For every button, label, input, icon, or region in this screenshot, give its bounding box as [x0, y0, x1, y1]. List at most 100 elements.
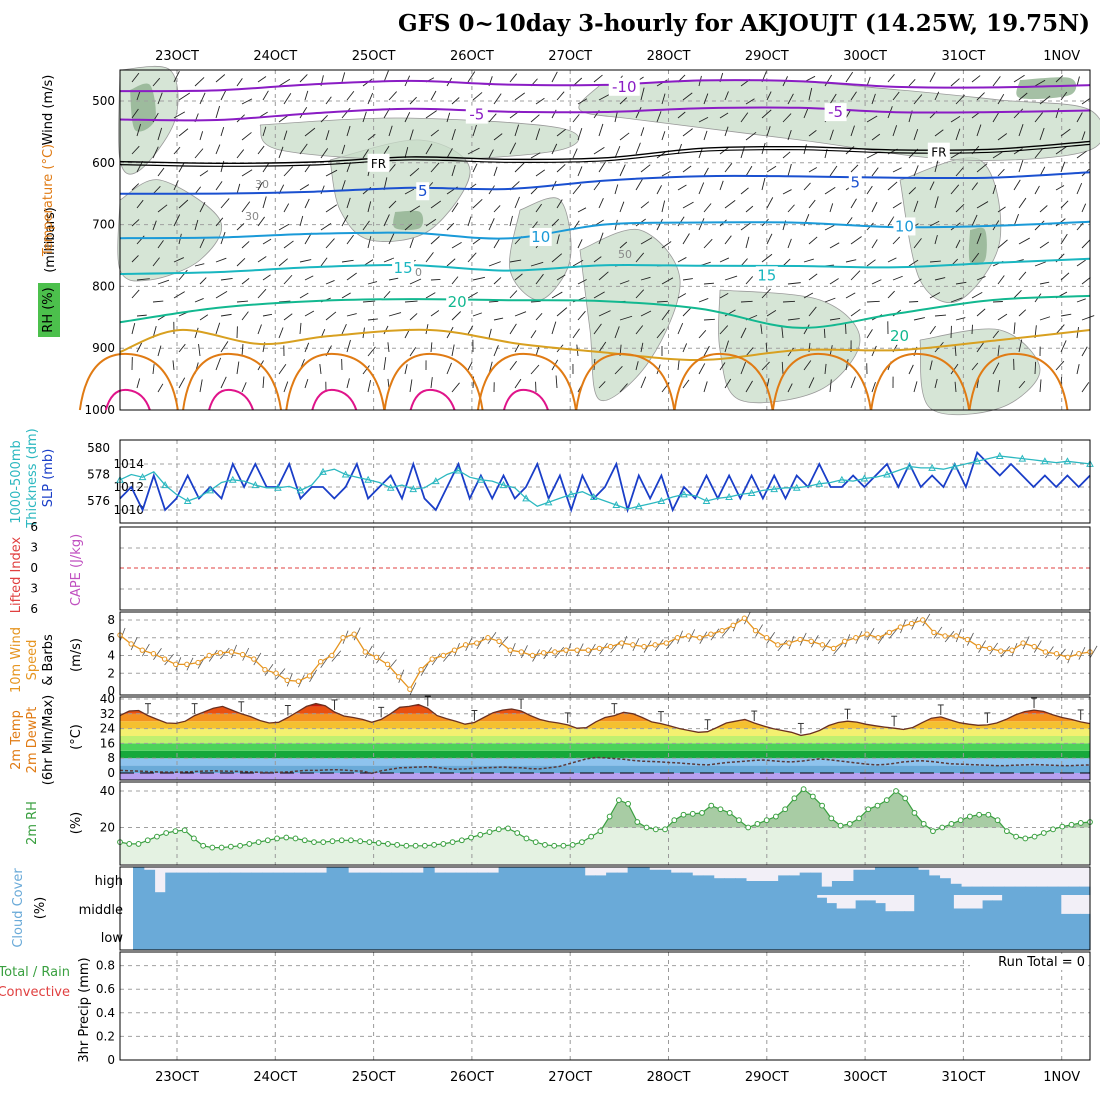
wind-barb [808, 273, 818, 281]
wind-barb [677, 184, 687, 191]
wind-barb [824, 74, 833, 87]
wind-barb [1060, 272, 1070, 281]
wind-barb [299, 143, 308, 155]
cloud-cell-high [412, 872, 424, 895]
cloud-cell-high [1068, 886, 1080, 895]
wind-barb [635, 325, 644, 335]
wind-barb [136, 278, 150, 281]
wind-barb [362, 111, 367, 123]
contour-label: 15 [757, 266, 776, 284]
wind-barb [656, 218, 663, 231]
wind-barb [320, 257, 328, 267]
rh-marker [754, 820, 761, 827]
wind-barb [262, 274, 271, 281]
rh-tick-label: 40 [100, 784, 115, 798]
rh-marker [375, 840, 382, 846]
rh-marker [708, 802, 715, 809]
wind-barb [934, 234, 938, 245]
li-cape-panel: 6 3 0 3 6 Lifted Index CAPE (J/kg) [9, 520, 1091, 616]
rh-marker [976, 811, 983, 818]
cloud-cell-low [839, 922, 852, 950]
wind-barb [1060, 313, 1072, 317]
wind-barb [955, 128, 961, 141]
wind-barb [346, 197, 351, 209]
temp-band [120, 773, 1090, 781]
rh-marker [431, 841, 437, 848]
rh-marker [394, 841, 401, 848]
date-label-bottom: 1NOV [1043, 1070, 1080, 1085]
temp-band [120, 706, 1090, 714]
wind-barb [593, 181, 601, 191]
isotherm-FR-2 [119, 143, 1091, 167]
wind-barb [199, 131, 204, 141]
cloud-cell-low [937, 922, 950, 950]
wind-barb [304, 90, 309, 101]
wind-barb [387, 342, 390, 353]
wind-barb [530, 152, 541, 159]
cloud-cell-low [546, 922, 558, 950]
wind-barb [577, 310, 586, 321]
isotherm-30 [182, 352, 283, 411]
wind-barb [555, 375, 558, 389]
wind-barb [467, 252, 477, 263]
wind-barb [220, 277, 233, 281]
precip-frame [119, 951, 1091, 1061]
cloud-level-label: middle [79, 903, 123, 918]
wind-barb [1013, 289, 1022, 299]
wind-barb [598, 161, 606, 173]
cloud-cell-middle [1060, 913, 1072, 922]
wind-barb [346, 339, 351, 353]
thickness-marker [634, 502, 643, 510]
rh-marker [495, 826, 502, 833]
wind-barb [236, 223, 245, 231]
wind-tick-label: 2 [107, 666, 115, 680]
cloud-cell-high [573, 867, 586, 895]
thickness-marker [1018, 454, 1027, 462]
wind-speed-marker [429, 656, 435, 662]
thickness-marker [183, 496, 192, 504]
wind-barb [724, 163, 733, 173]
cloud-cell-low [448, 922, 460, 950]
wind-barb [892, 236, 901, 245]
rh-marker [985, 811, 992, 818]
cloud-cell-high [186, 872, 199, 895]
surface-wind-barb [1033, 640, 1042, 653]
wind-barb [766, 165, 777, 173]
wind-speed-marker [496, 638, 502, 644]
wind-speed-marker [251, 656, 257, 662]
cloud-cell-high [638, 867, 650, 895]
thickness-marker [206, 486, 215, 494]
cloud-cell-low [296, 922, 308, 950]
wind-barb [955, 203, 965, 213]
rh-marker [477, 831, 484, 838]
temp-tick-label: 16 [100, 736, 115, 750]
rh-marker [736, 817, 742, 824]
wind-barb [215, 217, 224, 227]
wind-barb [866, 329, 873, 339]
temp-band [120, 743, 1090, 751]
wind-barb [1055, 185, 1065, 191]
wind-barb [493, 205, 501, 213]
wind-barb [640, 127, 645, 137]
wind-barb [929, 360, 933, 371]
cloud-cell-middle [640, 895, 652, 922]
surface-wind-barb [599, 642, 608, 655]
thickness-marker [251, 481, 260, 489]
cloud-cell-low [1068, 922, 1080, 950]
wind-barb [404, 111, 411, 123]
contour-label-bg [465, 105, 488, 124]
cloud-axis-label: Cloud Cover [11, 868, 26, 948]
cloud-cell-high [197, 872, 209, 895]
wind-barb [787, 163, 792, 177]
wind-barb [535, 97, 545, 105]
cloud-cell-high [154, 892, 166, 895]
cloud-cell-low [894, 922, 906, 950]
wind-barb [724, 378, 732, 389]
surface-wind-barb [242, 647, 250, 661]
cloud-cell-middle [884, 911, 896, 922]
thickness-marker [1063, 457, 1072, 465]
wind-barb [341, 292, 351, 299]
wind-speed-marker [139, 647, 145, 653]
wind-barb [787, 130, 792, 141]
date-label-top: 30OCT [843, 49, 887, 64]
